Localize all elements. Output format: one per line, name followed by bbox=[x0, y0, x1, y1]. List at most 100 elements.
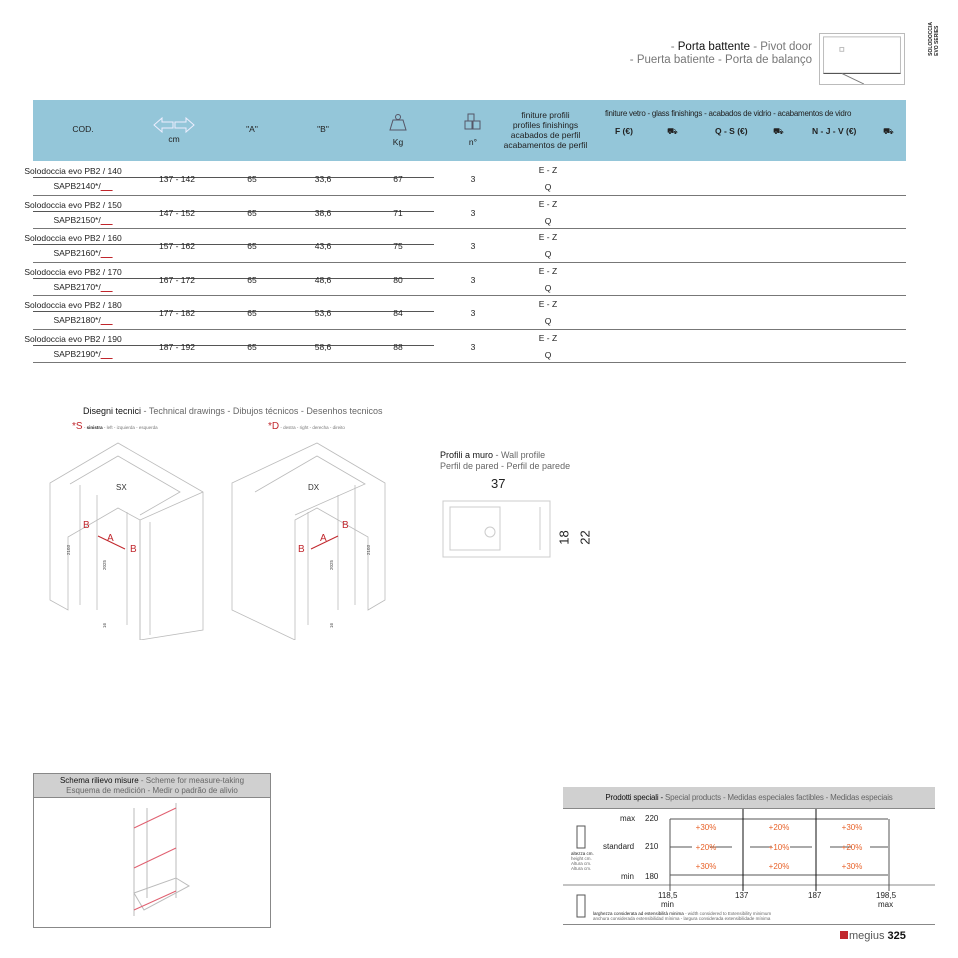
value-a: 65 bbox=[247, 341, 257, 352]
dim-total-sx: 2103 bbox=[66, 544, 71, 555]
weight: 71 bbox=[393, 207, 403, 218]
measure-scheme: Schema rilievo misure - Scheme for measu… bbox=[33, 773, 271, 928]
percent-cell: +10% bbox=[768, 843, 790, 852]
special-header: Prodotti speciali - Special products - M… bbox=[563, 787, 935, 809]
table-row: Solodoccia evo PB2 / 180 SAPB2180*/_ _ 1… bbox=[24, 296, 906, 330]
y-label-max: max bbox=[620, 814, 636, 823]
hl: height cm. bbox=[571, 856, 592, 861]
finish-1: E - Z bbox=[538, 198, 558, 209]
percent-cell: +20% bbox=[695, 843, 717, 852]
footer: megius 325 bbox=[840, 930, 906, 942]
percent-cell: +30% bbox=[841, 862, 863, 871]
height-label: altezza cm. height cm. Altura cm. Altura cm… bbox=[571, 851, 594, 871]
legend-s: *S - sinistra - left - izquierda - esque… bbox=[72, 421, 158, 432]
truck-icon: ⛟ bbox=[667, 126, 678, 136]
d-mark: *D bbox=[268, 421, 280, 432]
drawings-title: Disegni tecnici - Technical drawings - D… bbox=[83, 406, 382, 416]
value-b: 48,6 bbox=[314, 274, 332, 285]
weight-icon bbox=[389, 114, 407, 131]
code-text: SAPB2140*/ bbox=[53, 181, 101, 191]
percent-cell: +20% bbox=[841, 843, 863, 852]
y-label-standard: standard bbox=[603, 842, 635, 851]
table-row: Solodoccia evo PB2 / 150 SAPB2150*/_ _ 1… bbox=[24, 196, 906, 229]
page-title: - Porta battente - Pivot door - Puerta b… bbox=[629, 41, 812, 66]
weight: 80 bbox=[393, 274, 403, 285]
finish-divider bbox=[33, 263, 434, 279]
col-profile-finishes: finiture profili profiles finishings acaba… bbox=[493, 110, 598, 150]
wn-bold: larghezza considerata ad estensibilità m… bbox=[593, 911, 684, 916]
dim-door-sx: 2025 bbox=[102, 559, 107, 570]
scheme-title-rest: - Scheme for measure-taking bbox=[138, 776, 245, 785]
product-name: Solodoccia evo PB2 / 140 bbox=[24, 166, 122, 176]
value-a: 65 bbox=[247, 174, 257, 184]
product-code: SAPB2180*/_ _ bbox=[43, 315, 123, 325]
product-code: SAPB2160*/_ _ bbox=[43, 248, 123, 258]
value-b: 58,6 bbox=[314, 341, 332, 352]
y-label-min: min bbox=[621, 872, 634, 881]
value-a: 65 bbox=[247, 207, 257, 218]
value-a: 65 bbox=[247, 274, 257, 285]
code-placeholder: _ _ bbox=[100, 181, 113, 191]
size: 157 - 162 bbox=[159, 241, 195, 251]
code-placeholder: _ _ bbox=[100, 315, 113, 325]
col-glass-qs: Q - S (€) bbox=[715, 126, 748, 136]
finish-2: Q bbox=[544, 349, 552, 360]
y-value-max: 220 bbox=[645, 814, 659, 823]
label-b: B bbox=[298, 544, 305, 555]
table-row: Solodoccia evo PB2 / 170 SAPB2170*/_ _ 1… bbox=[24, 263, 906, 296]
code-text: SAPB2170*/ bbox=[53, 281, 101, 292]
width-icon bbox=[576, 894, 586, 918]
wp-title-rest: - Wall profile bbox=[493, 450, 546, 460]
page-number: 325 bbox=[887, 930, 906, 942]
wp-title-main: Profili a muro bbox=[440, 450, 494, 460]
hl: altezza cm. bbox=[571, 851, 594, 856]
finish-divider bbox=[33, 196, 434, 212]
scheme-drawing bbox=[133, 803, 191, 916]
percent-cell: +20% bbox=[768, 862, 790, 871]
y-value-min: 180 bbox=[645, 872, 659, 881]
value-b: 33,6 bbox=[314, 174, 332, 184]
col-cod: COD. bbox=[72, 124, 94, 134]
special-title: Prodotti speciali - bbox=[605, 793, 663, 802]
drawings-title-rest: - Technical drawings - Dibujos técnicos … bbox=[141, 406, 383, 416]
wall-profile-title: Profili a muro - Wall profile Perfil de p… bbox=[440, 450, 570, 472]
product-code: SAPB2190*/_ _ bbox=[43, 349, 123, 359]
col-glass-njv: N - J - V (€) bbox=[812, 126, 857, 136]
packages: 3 bbox=[470, 341, 476, 352]
special-grid bbox=[563, 809, 935, 918]
table-row: Solodoccia evo PB2 / 140 SAPB2140*/_ _ 1… bbox=[24, 162, 906, 196]
col-glass-finishes: finiture vetro - glass finishings - acab… bbox=[605, 109, 852, 118]
code-placeholder: _ _ bbox=[100, 248, 113, 258]
title-rest: - Pivot door bbox=[750, 41, 812, 53]
weight: 75 bbox=[393, 241, 403, 251]
dim-gap-dx: 16 bbox=[329, 622, 334, 628]
percent-cell: +30% bbox=[695, 862, 717, 871]
code-text: SAPB2180*/ bbox=[53, 315, 101, 325]
technical-drawings: SX B A B DX B A B 2103 2025 16 2103 2025… bbox=[49, 442, 386, 640]
x-min: min bbox=[661, 900, 674, 909]
finish-2: Q bbox=[544, 182, 552, 192]
finish-divider bbox=[33, 296, 434, 312]
col-a: "A" bbox=[246, 124, 258, 134]
wp-dim-width: 37 bbox=[491, 476, 506, 491]
label-dx: DX bbox=[308, 483, 320, 492]
product-name: Solodoccia evo PB2 / 190 bbox=[24, 333, 122, 344]
product-name: Solodoccia evo PB2 / 160 bbox=[24, 233, 122, 243]
label-b: B bbox=[130, 544, 137, 555]
boxes-icon bbox=[464, 113, 481, 130]
finish-1: E - Z bbox=[538, 332, 558, 343]
x-label: 118,5 bbox=[658, 891, 678, 900]
arrow-a-dx bbox=[310, 535, 339, 550]
weight: 88 bbox=[393, 341, 403, 352]
value-b: 43,6 bbox=[314, 241, 332, 251]
finish-2: Q bbox=[544, 249, 552, 259]
finish-1: E - Z bbox=[538, 232, 558, 242]
product-code: SAPB2170*/_ _ bbox=[43, 282, 123, 292]
product-name: Solodoccia evo PB2 / 170 bbox=[24, 266, 122, 277]
s-rest: - left - izquierda - esquerda bbox=[102, 425, 158, 430]
special-title-rest: Special products - Medidas especiales fa… bbox=[662, 793, 893, 802]
series-line: EVO SERIES bbox=[934, 25, 940, 56]
dim-gap-sx: 16 bbox=[102, 622, 107, 628]
title-main: Porta battente bbox=[677, 41, 750, 53]
col-b: "B" bbox=[317, 124, 329, 134]
